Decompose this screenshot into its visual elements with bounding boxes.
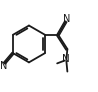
Text: N: N [63,54,70,64]
Text: N: N [63,14,70,24]
Text: N: N [0,61,8,71]
